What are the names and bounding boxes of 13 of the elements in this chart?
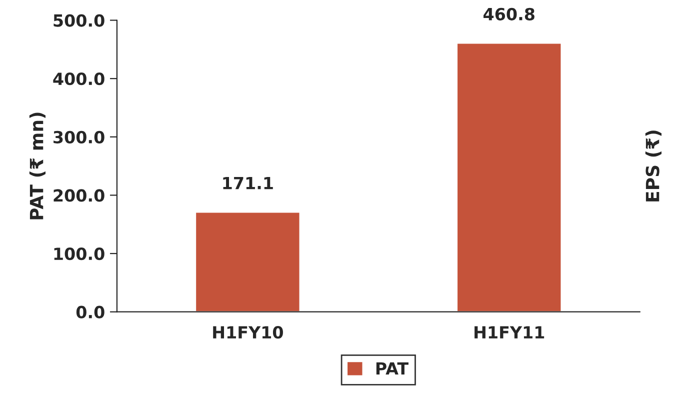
y-axis-title: PAT (₹ mn) — [29, 112, 46, 220]
y-tick-label: 400.0 — [53, 72, 104, 86]
data-label: 460.8 — [484, 8, 534, 20]
y-tick-label: 200.0 — [54, 189, 104, 202]
x-tick-label: H1FY11 — [474, 326, 544, 338]
y-tick-label: 0.0 — [76, 306, 104, 318]
y-tick-label: 300.0 — [54, 130, 104, 144]
legend-label: PAT — [376, 362, 408, 375]
y2-axis-title: EPS (₹) — [645, 130, 662, 202]
y-tick-label: 500.0 — [54, 14, 104, 27]
y-tick-label: 100.0 — [54, 247, 104, 260]
data-label: 171.1 — [223, 177, 273, 190]
x-tick-label: H1FY10 — [213, 326, 283, 339]
